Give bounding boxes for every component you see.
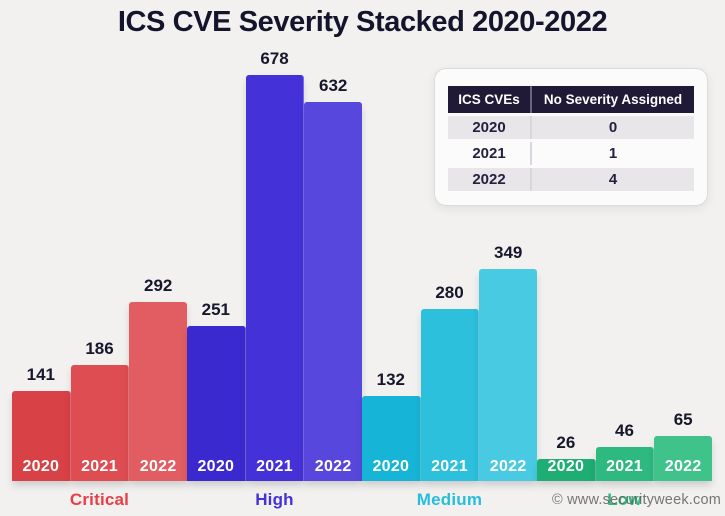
bar-value-label: 280 [435, 283, 464, 302]
bar-high-2020: 251 2020 [187, 300, 246, 481]
watermark: © www.securityweek.com [552, 492, 721, 508]
bar-year-label: 2020 [197, 458, 235, 475]
bar-value-label: 349 [493, 243, 523, 262]
page-title: ICS CVE Severity Stacked 2020-2022 [117, 6, 608, 38]
bar-value-label: 26 [556, 433, 576, 452]
table-row: 2021 1 [448, 142, 694, 165]
no-severity-table-card: ICS CVEs No Severity Assigned 2020 0 2021 1 2… [434, 68, 708, 206]
bar-value-label: 65 [673, 410, 693, 429]
bar-year-label: 2021 [81, 458, 118, 475]
table-cell: 1 [530, 142, 694, 165]
bar-year-label: 2020 [547, 458, 585, 475]
bar-critical-2021: 186 2021 [70, 339, 130, 481]
bar-value-label: 292 [143, 276, 173, 295]
bar-medium-2020: 132 2020 [362, 370, 421, 481]
bar-group-critical: 141 2020 186 2021 292 2022 [12, 51, 188, 481]
bar-critical-2022: 292 2022 [129, 276, 188, 481]
table-cell: 2021 [472, 145, 506, 162]
bar-year-label: 2022 [314, 458, 352, 475]
severity-label-low: Low [607, 490, 642, 509]
severity-label-critical: Critical [69, 490, 130, 509]
bar-value-label: 632 [318, 76, 348, 95]
bar-medium-2021: 280 2021 [420, 283, 480, 481]
bar-value-label: 141 [26, 365, 56, 384]
bar-year-label: 2020 [372, 458, 410, 475]
bar-low-2022: 65 2022 [654, 410, 713, 481]
severity-axis-labels: Critical High Medium Low [12, 490, 712, 510]
table-header-row: ICS CVEs No Severity Assigned [448, 86, 694, 113]
table-cell: 2022 [448, 168, 530, 191]
table-cell: 0 [530, 116, 694, 139]
bar-value-label: 46 [615, 421, 634, 440]
bar-year-label: 2021 [431, 458, 468, 475]
bar-low-2021: 46 2021 [595, 421, 655, 481]
bar-chart: 141 2020 186 2021 292 2022 251 2020 678 2021 632 20… [12, 49, 713, 481]
table-header: ICS CVEs No Severity Assigned [448, 86, 694, 113]
no-severity-table: ICS CVEs No Severity Assigned 2020 0 2021 1 2… [448, 83, 694, 194]
severity-label-medium: Medium [416, 490, 483, 509]
bar-high-2021: 678 2021 [245, 49, 305, 481]
bar-year-label: 2022 [489, 458, 527, 475]
bar-year-label: 2022 [664, 458, 702, 475]
table-row: 2020 0 [448, 116, 694, 139]
bar-low-2020: 26 2020 [537, 433, 596, 481]
bar-value-label: 132 [376, 370, 406, 389]
table-cell: 2020 [448, 116, 530, 139]
table-cell: 4 [530, 168, 694, 191]
bar-high-2022: 632 2022 [304, 76, 363, 481]
bar-year-label: 2021 [606, 458, 643, 475]
table-row: 2022 4 [448, 168, 694, 191]
bar-critical-2020: 141 2020 [12, 365, 71, 481]
bar-group-medium: 132 2020 280 2021 349 2022 [362, 51, 538, 481]
bar-value-label: 186 [85, 339, 114, 358]
bar-value-label: 251 [201, 300, 231, 319]
bar-year-label: 2020 [22, 458, 60, 475]
table-body: 2020 0 2021 1 2022 4 [448, 116, 694, 191]
table-header-cell: No Severity Assigned [530, 86, 694, 113]
bar-group-high: 251 2020 678 2021 632 2022 [187, 49, 363, 481]
table-header-cell: ICS CVEs [448, 86, 530, 113]
bar-medium-2022: 349 2022 [479, 243, 538, 481]
bar-group-low: 26 2020 46 2021 65 2022 [537, 51, 713, 481]
severity-label-high: High [255, 490, 294, 509]
bar-value-label: 678 [260, 49, 289, 68]
bar-year-label: 2021 [256, 458, 293, 475]
bar-year-label: 2022 [139, 458, 177, 475]
